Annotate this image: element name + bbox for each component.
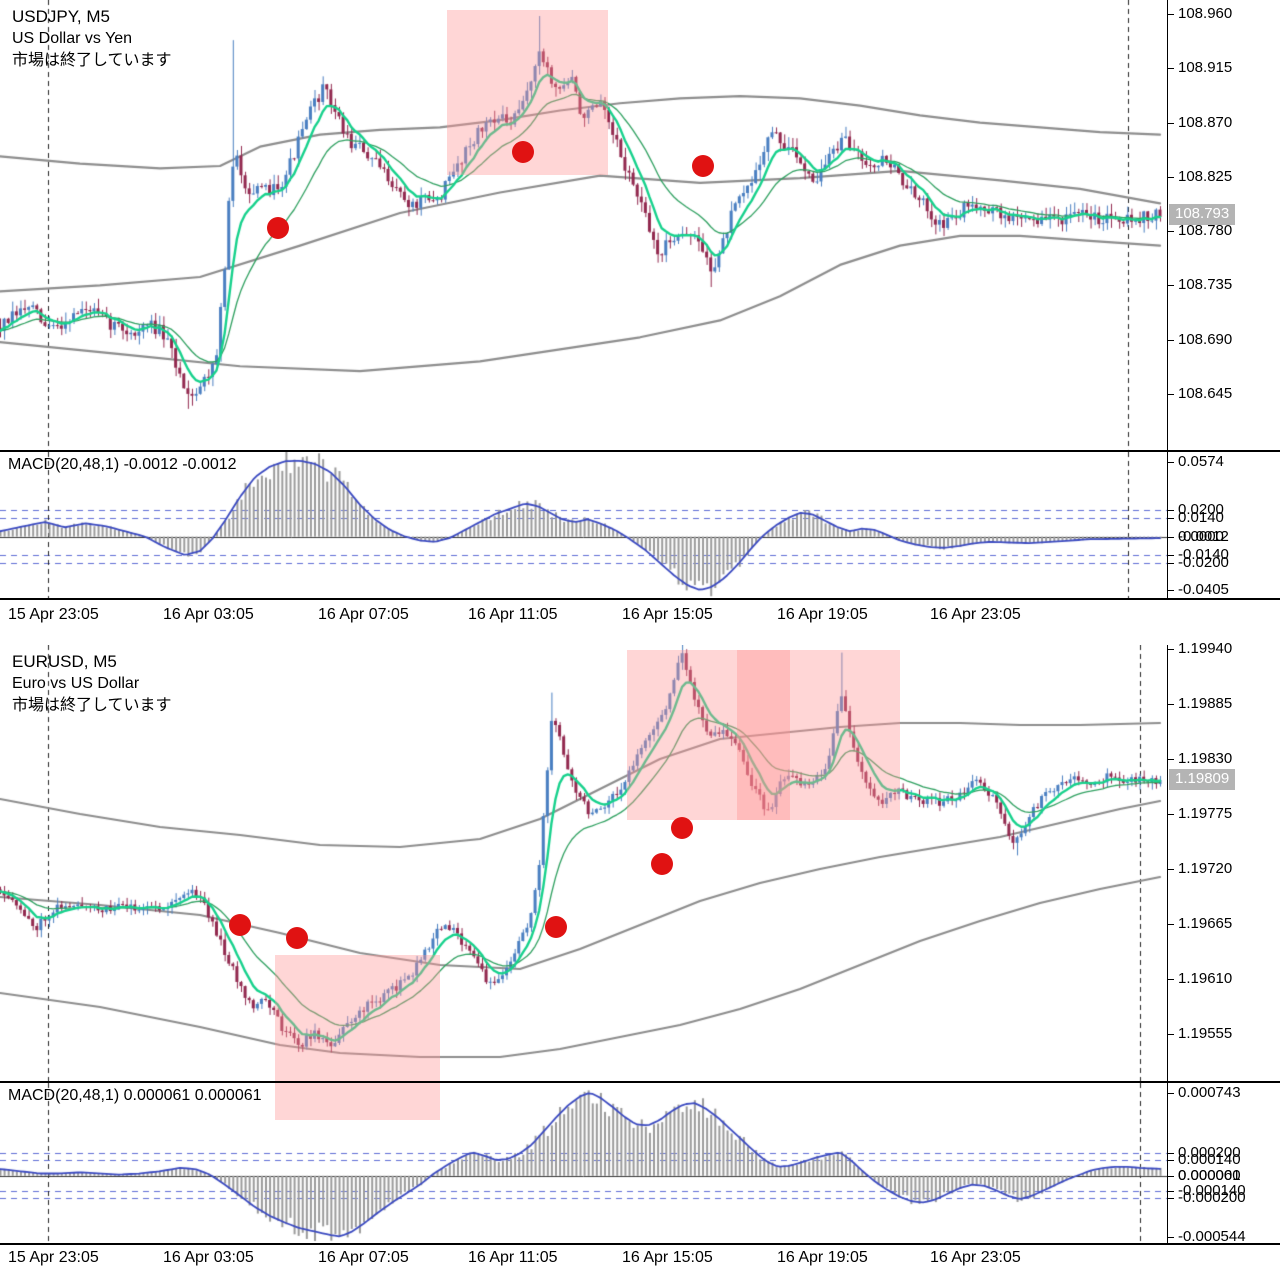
panel-separator — [0, 450, 1280, 452]
eurusd-macd-canvas[interactable] — [0, 1083, 1167, 1245]
signal-dot — [545, 916, 567, 938]
highlight-region — [737, 650, 900, 820]
macd-axis-tick: 0.000140 — [1167, 1151, 1241, 1169]
macd-indicator-label: MACD(20,48,1) 0.000061 0.000061 — [8, 1087, 262, 1104]
macd-axis-tick: 0.0000 — [1167, 527, 1224, 545]
eurusd-title-block: EURUSD, M5 Euro vs US Dollar 市場は終了しています — [12, 651, 172, 716]
y-axis-tick: 1.19885 — [1166, 695, 1233, 712]
market-status: 市場は終了しています — [12, 51, 172, 69]
time-label: 16 Apr 07:05 — [318, 606, 409, 623]
signal-dot — [512, 140, 534, 163]
y-axis-tick: 1.19555 — [1166, 1025, 1233, 1042]
y-axis-tick: 108.825 — [1166, 167, 1233, 185]
macd-axis-tick: -0.000200 — [1167, 1189, 1246, 1207]
eurusd-price-chart-canvas[interactable] — [0, 645, 1167, 1083]
macd-axis-tick: 0.000743 — [1167, 1084, 1241, 1101]
macd-current-value: -0.0012 — [1178, 527, 1229, 545]
macd-axis-tick: 0.000000 — [1167, 1166, 1241, 1184]
time-label: 16 Apr 03:05 — [163, 1249, 254, 1266]
signal-dot — [229, 914, 251, 936]
symbol-title: EURUSD, M5 — [12, 652, 117, 671]
time-label: 15 Apr 23:05 — [8, 1249, 99, 1266]
macd-axis-tick: -0.000140 — [1167, 1182, 1246, 1200]
time-label: 16 Apr 15:05 — [622, 1249, 713, 1266]
macd-axis-tick: -0.0140 — [1167, 546, 1229, 564]
market-status: 市場は終了しています — [12, 696, 172, 714]
chart-panel-usdjpy: USDJPY, M5 US Dollar vs Yen 市場は終了しています M… — [0, 0, 1280, 623]
y-axis-tick: 108.870 — [1166, 113, 1233, 131]
macd-axis-tick: 0.0140 — [1167, 509, 1224, 527]
time-label: 16 Apr 19:05 — [777, 606, 868, 623]
time-label: 16 Apr 11:05 — [468, 606, 558, 623]
time-label: 16 Apr 19:05 — [777, 1249, 868, 1266]
axis-separator — [1167, 0, 1168, 600]
y-axis-tick: 108.960 — [1166, 5, 1233, 22]
signal-dot — [692, 154, 714, 177]
time-label: 16 Apr 03:05 — [163, 606, 254, 623]
signal-dot — [651, 853, 673, 875]
signal-dot — [286, 927, 308, 949]
usdjpy-macd-canvas[interactable] — [0, 452, 1167, 600]
macd-axis-tick: 0.0200 — [1167, 501, 1224, 519]
macd-axis-tick: -0.000544 — [1167, 1227, 1246, 1245]
macd-indicator-label: MACD(20,48,1) -0.0012 -0.0012 — [8, 456, 237, 473]
time-label: 16 Apr 23:05 — [930, 606, 1021, 623]
highlight-region — [275, 955, 440, 1120]
y-axis-tick: 108.690 — [1166, 330, 1233, 348]
price-tag: 1.19809 — [1169, 769, 1236, 790]
signal-dot — [671, 817, 693, 839]
axis-separator — [1167, 645, 1168, 1245]
y-axis-tick: 1.19610 — [1166, 970, 1233, 987]
price-tag: 108.793 — [1169, 204, 1236, 226]
y-axis-tick: 108.735 — [1166, 276, 1233, 294]
macd-axis-tick: 0.000200 — [1167, 1144, 1241, 1162]
highlight-region — [627, 650, 790, 820]
symbol-title: USDJPY, M5 — [12, 7, 110, 26]
y-axis-tick: 1.19775 — [1166, 805, 1233, 822]
macd-axis-tick: 0.0574 — [1167, 453, 1224, 470]
time-label: 16 Apr 15:05 — [622, 606, 713, 623]
y-axis-tick: 108.915 — [1166, 59, 1233, 77]
chart-panel-eurusd: EURUSD, M5 Euro vs US Dollar 市場は終了しています … — [0, 640, 1280, 1280]
y-axis-tick: 1.19720 — [1166, 860, 1233, 877]
panel-separator — [0, 598, 1280, 600]
symbol-description: US Dollar vs Yen — [12, 30, 133, 48]
time-label: 16 Apr 23:05 — [930, 1249, 1021, 1266]
y-axis-tick: 1.19940 — [1166, 640, 1233, 657]
panel-separator — [0, 1081, 1280, 1083]
panel-separator — [0, 1243, 1280, 1245]
y-axis-tick: 108.645 — [1166, 384, 1233, 402]
y-axis-tick: 1.19830 — [1166, 750, 1233, 767]
macd-axis-tick: -0.0405 — [1167, 581, 1229, 599]
signal-dot — [267, 216, 289, 239]
macd-current-value: 0.000061 — [1178, 1166, 1241, 1184]
time-label: 16 Apr 11:05 — [468, 1249, 558, 1266]
time-label: 16 Apr 07:05 — [318, 1249, 409, 1266]
macd-axis-tick: -0.0200 — [1167, 554, 1229, 571]
y-axis-tick: 1.19665 — [1166, 915, 1233, 932]
y-axis-tick: 108.780 — [1166, 222, 1233, 240]
usdjpy-price-chart-canvas[interactable] — [0, 0, 1167, 452]
symbol-description: Euro vs US Dollar — [12, 675, 140, 693]
usdjpy-title-block: USDJPY, M5 US Dollar vs Yen 市場は終了しています — [12, 6, 172, 71]
time-label: 15 Apr 23:05 — [8, 606, 99, 623]
